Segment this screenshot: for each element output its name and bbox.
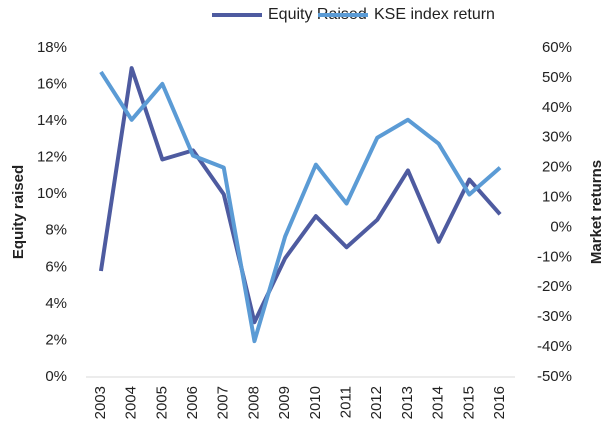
y2-tick-label: -50%: [537, 368, 572, 385]
x-tick-label: 2016: [491, 386, 508, 419]
y-axis-title: Equity raised: [10, 165, 27, 259]
series-line: [98, 66, 502, 325]
y2-tick-label: 10%: [542, 189, 572, 206]
x-tick-label: 2015: [460, 386, 477, 419]
y-tick-label: 18%: [37, 39, 67, 56]
x-tick-label: 2004: [123, 386, 140, 419]
x-tick-label: 2013: [399, 386, 416, 419]
y-tick-label: 6%: [45, 258, 67, 275]
y-tick-label: 10%: [37, 185, 67, 202]
y2-tick-label: 0%: [550, 218, 572, 235]
x-tick-label: 2009: [276, 386, 293, 419]
x-tick-label: 2008: [245, 386, 262, 419]
y-tick-label: 14%: [37, 112, 67, 129]
y2-tick-label: 30%: [542, 129, 572, 146]
x-tick-label: 2012: [368, 386, 385, 419]
x-tick-label: 2005: [153, 386, 170, 419]
legend-label: Equity Raised: [268, 6, 367, 23]
y2-tick-label: 60%: [542, 39, 572, 56]
y2-tick-label: 50%: [542, 69, 572, 86]
y2-axis-title: Market returns: [588, 160, 605, 264]
y-tick-label: 2%: [45, 331, 67, 348]
x-tick-label: 2007: [215, 386, 232, 419]
y2-tick-label: -40%: [537, 338, 572, 355]
x-tick-label: 2011: [338, 386, 355, 418]
series-line: [99, 70, 502, 344]
y2-tick-label: 20%: [542, 159, 572, 176]
x-tick-label: 2014: [430, 386, 447, 419]
x-tick-label: 2003: [92, 386, 109, 419]
y2-tick-label: -20%: [537, 278, 572, 295]
x-tick-label: 2010: [307, 386, 324, 419]
y2-tick-label: -30%: [537, 308, 572, 325]
y-tick-label: 16%: [37, 76, 67, 93]
y-tick-label: 12%: [37, 149, 67, 166]
y2-tick-label: -10%: [537, 248, 572, 265]
y2-tick-label: 40%: [542, 99, 572, 116]
x-tick-label: 2006: [184, 386, 201, 419]
y-tick-label: 8%: [45, 222, 67, 239]
y-tick-label: 0%: [45, 368, 67, 385]
y-tick-label: 4%: [45, 295, 67, 312]
legend-label: KSE index return: [374, 6, 495, 23]
